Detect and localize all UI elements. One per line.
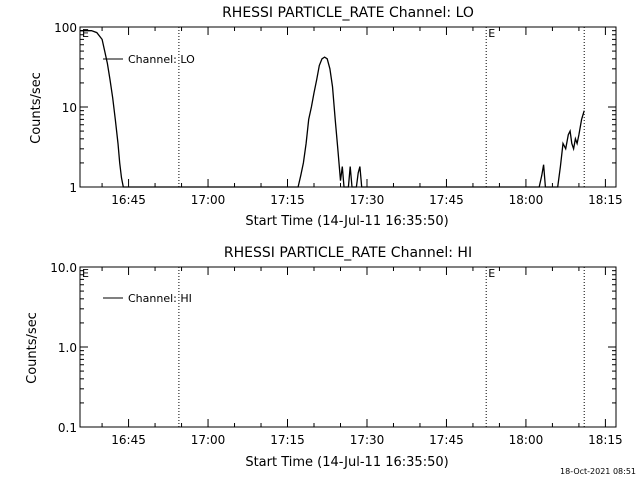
vertical-lines	[178, 267, 585, 427]
x-tick-label: 17:45	[429, 433, 464, 447]
plot-frame	[79, 266, 617, 428]
vertical-lines	[178, 27, 585, 187]
legend-entry: Channel: LO	[128, 53, 195, 66]
y-tick-label: 10.0	[50, 261, 77, 275]
x-ticks: 16:45 17:00 17:15 17:30 17:45 18:00 18:15	[101, 267, 623, 447]
footer-timestamp: 18-Oct-2021 08:51	[560, 467, 636, 476]
y-tick-label: 100	[54, 21, 77, 35]
y-tick-label: 0.1	[58, 421, 77, 435]
panel-lo: RHESSI PARTICLE_RATE Channel: LO Counts/…	[29, 5, 623, 229]
y-axis-label: Counts/sec	[25, 312, 40, 384]
x-tick-label: 17:45	[429, 193, 464, 207]
series-group	[80, 30, 585, 188]
legend-entry: Channel: HI	[128, 292, 192, 305]
x-tick-label: 17:00	[191, 193, 226, 207]
x-ticks: 16:45 17:00 17:15 17:30 17:45 18:00 18:15	[101, 27, 623, 207]
y-ticks: 1 10 100	[54, 21, 616, 195]
chart-title: RHESSI PARTICLE_RATE Channel: HI	[224, 245, 472, 261]
x-tick-label: 17:00	[191, 433, 226, 447]
event-marker: E	[82, 27, 89, 40]
x-tick-label: 18:00	[509, 193, 544, 207]
x-tick-label: 16:45	[111, 193, 146, 207]
event-marker: E	[488, 267, 495, 280]
y-tick-label: 10	[62, 101, 77, 115]
x-tick-label: 17:15	[270, 433, 305, 447]
x-tick-label: 16:45	[111, 433, 146, 447]
event-marker: E	[488, 27, 495, 40]
legend: Channel: HI	[103, 292, 192, 305]
x-tick-label: 17:30	[350, 433, 385, 447]
y-axis-label: Counts/sec	[29, 72, 44, 144]
chart-title: RHESSI PARTICLE_RATE Channel: LO	[222, 5, 474, 21]
series-line	[80, 30, 585, 188]
panel-hi: RHESSI PARTICLE_RATE Channel: HI Counts/…	[25, 245, 623, 470]
y-tick-label: 1	[69, 181, 77, 195]
y-tick-label: 1.0	[58, 341, 77, 355]
x-tick-label: 18:15	[588, 193, 623, 207]
x-axis-label: Start Time (14-Jul-11 16:35:50)	[245, 214, 448, 229]
y-ticks: 0.1 1.0 10.0	[50, 261, 616, 435]
x-tick-label: 18:00	[509, 433, 544, 447]
event-marker: E	[82, 267, 89, 280]
x-axis-label: Start Time (14-Jul-11 16:35:50)	[245, 455, 448, 470]
x-tick-label: 18:15	[588, 433, 623, 447]
plot-frame	[79, 26, 617, 188]
x-tick-label: 17:30	[350, 193, 385, 207]
legend: Channel: LO	[103, 53, 195, 66]
x-tick-label: 17:15	[270, 193, 305, 207]
